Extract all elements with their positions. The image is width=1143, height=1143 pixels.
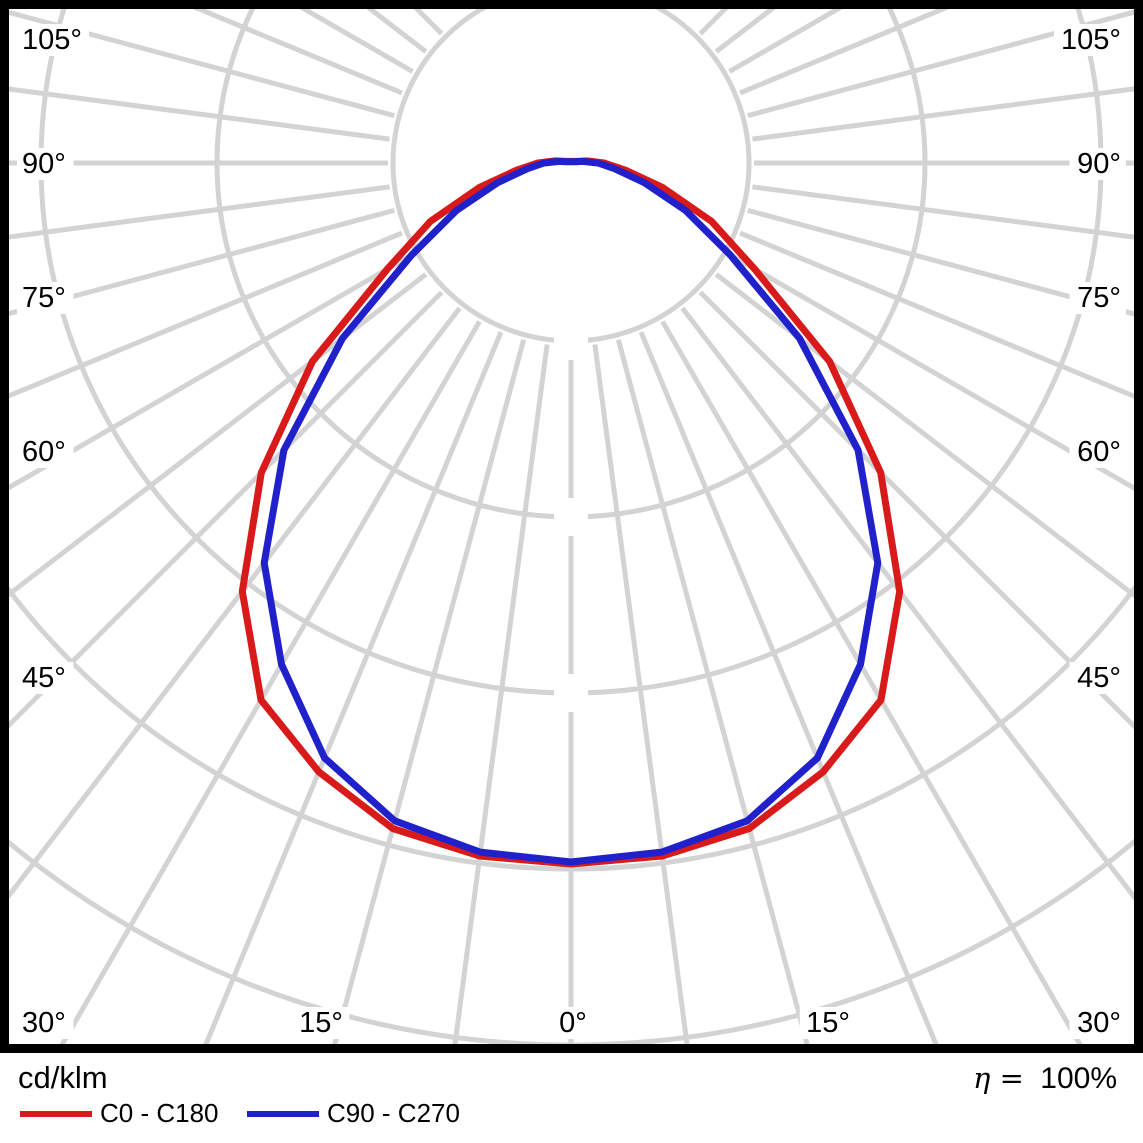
grid-ray	[660, 320, 1083, 1044]
angle-label-bg	[1069, 148, 1126, 180]
ring-label-gap	[554, 498, 588, 536]
angle-label: 105°	[1061, 24, 1121, 56]
angle-label-bg	[552, 1007, 594, 1039]
angle-label-bg	[17, 24, 89, 56]
grid-ray	[714, 272, 1134, 599]
grid-ray	[9, 252, 414, 491]
angle-label-bg	[1069, 662, 1126, 694]
light-output-ratio: η = 100%	[973, 1061, 1117, 1096]
angle-label: 60°	[1077, 436, 1121, 468]
grid-ray	[747, 9, 1134, 119]
angle-label: 15°	[806, 1007, 850, 1039]
grid-ray	[680, 306, 1134, 901]
angle-label-bg	[17, 282, 74, 314]
legend-swatch-c90-c270	[247, 1111, 319, 1117]
curve-c90-c270	[260, 157, 882, 866]
grid-ray	[9, 306, 462, 900]
grid-ray	[9, 9, 395, 119]
legend-swatch-c0-c180	[20, 1111, 92, 1117]
angle-label-bg	[1069, 1007, 1126, 1039]
plot-border	[0, 0, 1143, 1053]
angle-label: 90°	[1077, 148, 1121, 180]
ring-label-gap	[554, 674, 588, 712]
grid-ray	[739, 230, 1134, 399]
grid-ray	[615, 339, 810, 1044]
grid-ray	[9, 184, 390, 240]
grid-ray	[638, 331, 939, 1044]
angle-label: 105°	[22, 24, 82, 56]
grid-ray	[452, 344, 550, 1044]
angle-label: 0°	[559, 1007, 587, 1039]
legend-label-c0-c180: C0 - C180	[100, 1098, 219, 1128]
angle-label-bg	[17, 148, 74, 180]
angle-labels: 105° 90° 75° 60° 45° 30° 105° 90° 75° 60° 45° 30° 15…	[17, 24, 1126, 1039]
angle-label-bg	[799, 1007, 857, 1039]
grid-ring	[390, 9, 752, 344]
angle-label-bg	[17, 436, 74, 468]
angle-label-bg	[292, 1007, 350, 1039]
angle-label: 45°	[22, 662, 66, 694]
eta-symbol: η =	[973, 1061, 1024, 1095]
angle-label: 90°	[22, 148, 66, 180]
grid-ray	[9, 230, 403, 399]
grid-ray	[592, 344, 690, 1044]
ring-label-gap	[554, 322, 588, 360]
unit-label: cd/klm	[18, 1060, 108, 1095]
grid-ray	[203, 331, 504, 1044]
angle-label-bg	[1054, 24, 1126, 56]
angle-label: 15°	[299, 1007, 343, 1039]
grid-ray	[752, 184, 1134, 240]
grid-ray	[747, 207, 1134, 317]
grid-ray	[9, 272, 428, 598]
grid-ray	[9, 207, 395, 317]
grid-ray	[752, 86, 1134, 142]
eta-value: 100%	[1040, 1062, 1117, 1095]
angle-label: 60°	[22, 436, 66, 468]
angle-label-bg	[1069, 282, 1126, 314]
angle-label-bg	[1069, 436, 1126, 468]
photometric-curves	[238, 157, 904, 868]
angle-label: 75°	[22, 282, 66, 314]
angle-label-bg	[17, 1007, 74, 1039]
angle-label-bg	[17, 662, 74, 694]
angle-label: 30°	[1077, 1007, 1121, 1039]
grid-ray	[59, 320, 482, 1044]
angle-label: 75°	[1077, 282, 1121, 314]
grid-ray	[728, 252, 1134, 491]
grid-ray	[9, 86, 390, 142]
angle-label: 45°	[1077, 662, 1121, 694]
legend-label-c90-c270: C90 - C270	[327, 1098, 460, 1128]
angle-label: 30°	[22, 1007, 66, 1039]
grid-ray	[332, 339, 527, 1044]
